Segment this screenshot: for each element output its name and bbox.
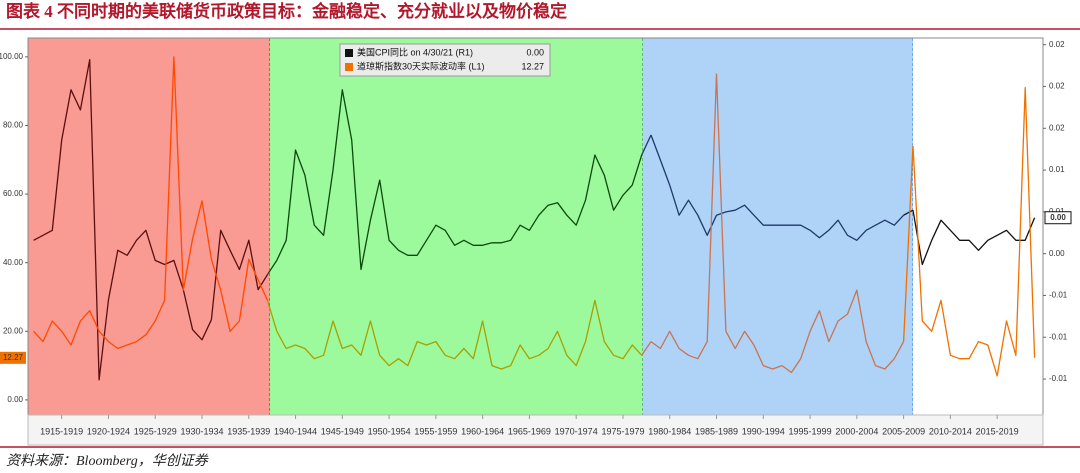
x-tick-label: 1920-1924	[87, 426, 130, 436]
series-line	[650, 134, 905, 241]
x-tick-label: 1960-1964	[461, 426, 504, 436]
y-tick-label: 0.00	[7, 395, 23, 404]
legend: 美国CPI同比 on 4/30/21 (R1) 0.00 道琼斯指数30天实际波动率…	[339, 43, 551, 77]
line-connector	[266, 259, 278, 275]
x-tick-label: 1915-1919	[40, 426, 83, 436]
y2-tick-label: -0.01	[1049, 291, 1068, 300]
legend-swatch	[345, 49, 353, 57]
series-line	[912, 87, 1036, 377]
y2-tick-label: -0.01	[1049, 332, 1068, 341]
x-tick-label: 1995-1999	[789, 426, 832, 436]
y2-tick-label: 0.02	[1049, 82, 1065, 91]
period-band	[270, 38, 643, 415]
series-line	[33, 56, 269, 350]
y-tick-label: 100.00	[0, 52, 24, 61]
series-line	[33, 59, 269, 381]
y2-tick-label: 0.00	[1049, 249, 1065, 258]
y2-tick-label: 0.02	[1049, 40, 1065, 49]
series-line	[912, 210, 1036, 266]
x-tick-label: 1930-1934	[180, 426, 223, 436]
legend-box	[339, 43, 551, 77]
line-connector	[641, 134, 652, 156]
series-line	[276, 299, 643, 370]
series-line	[650, 73, 905, 374]
legend-label: 美国CPI同比 on 4/30/21 (R1)	[357, 46, 473, 57]
x-axis-band	[27, 414, 1044, 446]
current-value-label: 12.27	[3, 353, 24, 362]
legend-value: 12.27	[521, 61, 544, 71]
x-tick-label: 1935-1939	[227, 426, 270, 436]
y-tick-label: 40.00	[3, 258, 24, 267]
period-band	[28, 38, 271, 415]
series-line	[276, 89, 643, 271]
x-tick-label: 1925-1929	[134, 426, 177, 436]
line-connector	[641, 341, 652, 356]
y-tick-label: 80.00	[3, 121, 24, 130]
line-connector	[266, 300, 278, 332]
y-tick-label: 60.00	[3, 189, 24, 198]
x-tick-label: 1975-1979	[601, 426, 644, 436]
y2-tick-label: -0.01	[1049, 374, 1068, 383]
x-tick-label: 2010-2014	[929, 426, 972, 436]
x-tick-label: 1950-1954	[368, 426, 411, 436]
x-tick-label: 1970-1974	[555, 426, 598, 436]
period-band	[642, 38, 913, 415]
y2-tick-label: 0.01	[1049, 165, 1065, 174]
x-tick-label: 1985-1989	[695, 426, 738, 436]
y-tick-label: 20.00	[3, 326, 24, 335]
current-value-label: 0.00	[1050, 213, 1066, 222]
x-tick-label: 2000-2004	[835, 426, 878, 436]
current-value-box	[0, 351, 26, 364]
x-tick-label: 1965-1969	[508, 426, 551, 436]
current-value-box	[1044, 211, 1072, 225]
x-tick-label: 1940-1944	[274, 426, 317, 436]
x-tick-label: 2005-2009	[882, 426, 925, 436]
x-tick-label: 1945-1949	[321, 426, 364, 436]
legend-value: 0.00	[526, 47, 544, 57]
source-note: 资料来源：Bloomberg，华创证券	[6, 453, 209, 469]
x-tick-label: 2015-2019	[976, 426, 1019, 436]
legend-label: 道琼斯指数30天实际波动率 (L1)	[357, 60, 485, 71]
chart-title: 图表 4 不同时期的美联储货币政策目标：金融稳定、充分就业以及物价稳定	[6, 1, 567, 21]
x-tick-label: 1980-1984	[648, 426, 691, 436]
period-band	[912, 38, 1043, 415]
line-connector	[902, 146, 914, 342]
x-tick-label: 1955-1959	[414, 426, 457, 436]
line-connector	[903, 209, 914, 216]
legend-swatch	[345, 63, 353, 71]
y2-tick-label: 0.02	[1049, 123, 1065, 132]
x-tick-label: 1990-1994	[742, 426, 785, 436]
